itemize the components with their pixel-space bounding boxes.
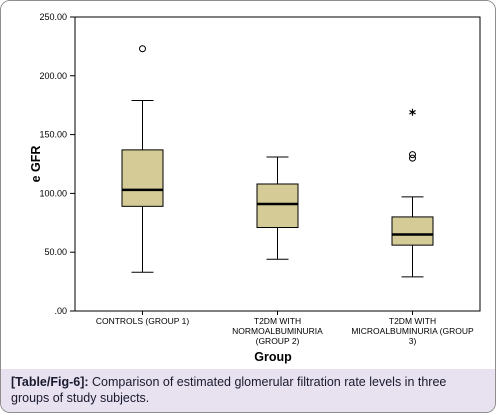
x-axis: CONTROLS (GROUP 1) T2DM WITH NORMOALBUMINU… bbox=[96, 316, 474, 346]
boxplot-chart: .00 50.00 100.00 150.00 200.00 250.00 CONTROL… bbox=[29, 12, 481, 364]
y-axis: .00 50.00 100.00 150.00 200.00 250.00 bbox=[39, 12, 75, 316]
y-axis-title: e GFR bbox=[29, 146, 43, 183]
outlier-point bbox=[139, 45, 146, 53]
caption-label: [Table/Fig-6]: bbox=[11, 375, 89, 389]
x-category-label-line: CONTROLS (GROUP 1) bbox=[96, 316, 190, 326]
figure-caption: [Table/Fig-6]: Comparison of estimated g… bbox=[1, 369, 495, 412]
outlier-point bbox=[409, 154, 416, 162]
y-tick-label: .00 bbox=[54, 306, 67, 316]
x-category-label-line: T2DM WITH bbox=[254, 316, 301, 326]
box-iqr bbox=[256, 183, 299, 229]
x-category-label-line: NORMOALBUMINURIA bbox=[232, 326, 323, 336]
x-axis-title: Group bbox=[254, 350, 292, 364]
y-tick-label: 250.00 bbox=[39, 12, 67, 22]
x-category-label-line: MICROALBUMINURIA (GROUP bbox=[351, 326, 474, 336]
box-series bbox=[121, 45, 434, 315]
x-category-label-line: 3) bbox=[409, 336, 417, 346]
plot-area: .00 50.00 100.00 150.00 200.00 250.00 CONTROL… bbox=[1, 1, 495, 369]
y-tick-label: 150.00 bbox=[39, 130, 67, 140]
box-iqr bbox=[121, 149, 164, 207]
box-group bbox=[256, 156, 299, 315]
x-category-label: T2DM WITH NORMOALBUMINURIA (GROUP 2) bbox=[232, 316, 323, 346]
box-group bbox=[121, 45, 164, 315]
box-group bbox=[391, 108, 434, 315]
extreme-point bbox=[409, 108, 416, 116]
caption-text: Comparison of estimated glomerular filtr… bbox=[11, 375, 447, 405]
x-category-label: T2DM WITH MICROALBUMINURIA (GROUP 3) bbox=[351, 316, 474, 346]
y-tick-label: 100.00 bbox=[39, 188, 67, 198]
x-category-label: CONTROLS (GROUP 1) bbox=[96, 316, 190, 326]
x-category-label-line: (GROUP 2) bbox=[256, 336, 300, 346]
y-tick-label: 200.00 bbox=[39, 71, 67, 81]
outlier-point bbox=[409, 151, 416, 159]
y-tick-label: 50.00 bbox=[44, 247, 67, 257]
x-category-label-line: T2DM WITH bbox=[389, 316, 436, 326]
box-iqr bbox=[391, 216, 434, 246]
